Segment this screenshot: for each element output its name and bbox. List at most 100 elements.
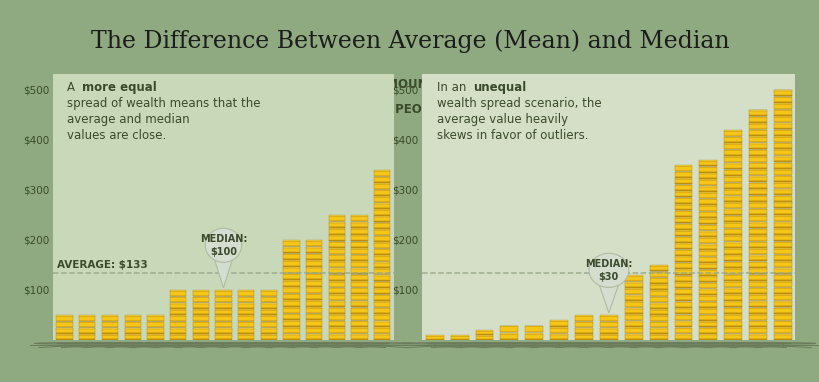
- FancyBboxPatch shape: [328, 328, 345, 333]
- FancyBboxPatch shape: [649, 285, 667, 290]
- FancyBboxPatch shape: [373, 308, 390, 313]
- Text: skews in favor of outliers.: skews in favor of outliers.: [437, 129, 588, 142]
- FancyBboxPatch shape: [749, 143, 766, 144]
- FancyBboxPatch shape: [749, 339, 766, 340]
- FancyBboxPatch shape: [699, 160, 717, 165]
- FancyBboxPatch shape: [351, 269, 367, 274]
- FancyBboxPatch shape: [674, 243, 691, 249]
- FancyBboxPatch shape: [192, 322, 209, 327]
- FancyBboxPatch shape: [773, 334, 791, 335]
- FancyBboxPatch shape: [624, 308, 642, 313]
- FancyBboxPatch shape: [749, 268, 766, 269]
- FancyBboxPatch shape: [283, 301, 299, 306]
- FancyBboxPatch shape: [723, 155, 741, 156]
- FancyBboxPatch shape: [57, 333, 73, 334]
- FancyBboxPatch shape: [749, 183, 766, 188]
- FancyBboxPatch shape: [674, 209, 691, 210]
- FancyBboxPatch shape: [723, 130, 741, 131]
- FancyBboxPatch shape: [373, 288, 390, 294]
- FancyBboxPatch shape: [699, 289, 717, 295]
- FancyBboxPatch shape: [283, 306, 299, 307]
- FancyBboxPatch shape: [749, 137, 766, 142]
- FancyBboxPatch shape: [773, 207, 791, 208]
- FancyBboxPatch shape: [328, 261, 345, 262]
- FancyBboxPatch shape: [373, 274, 390, 275]
- FancyBboxPatch shape: [674, 313, 691, 314]
- FancyBboxPatch shape: [124, 335, 141, 340]
- FancyBboxPatch shape: [351, 222, 367, 223]
- FancyBboxPatch shape: [351, 313, 367, 314]
- FancyBboxPatch shape: [723, 144, 741, 149]
- FancyBboxPatch shape: [283, 326, 299, 327]
- FancyBboxPatch shape: [283, 248, 299, 253]
- FancyBboxPatch shape: [699, 334, 717, 335]
- FancyBboxPatch shape: [749, 313, 766, 314]
- FancyBboxPatch shape: [723, 268, 741, 269]
- FancyBboxPatch shape: [749, 135, 766, 136]
- FancyBboxPatch shape: [674, 235, 691, 236]
- FancyBboxPatch shape: [674, 308, 691, 314]
- FancyBboxPatch shape: [283, 261, 299, 266]
- FancyBboxPatch shape: [351, 255, 367, 256]
- FancyBboxPatch shape: [749, 222, 766, 223]
- FancyBboxPatch shape: [649, 265, 667, 266]
- FancyBboxPatch shape: [305, 280, 322, 281]
- FancyBboxPatch shape: [674, 262, 691, 263]
- FancyBboxPatch shape: [773, 229, 791, 234]
- FancyBboxPatch shape: [328, 248, 345, 249]
- FancyBboxPatch shape: [170, 309, 186, 314]
- FancyBboxPatch shape: [723, 267, 741, 268]
- FancyBboxPatch shape: [215, 302, 231, 303]
- FancyBboxPatch shape: [373, 203, 390, 204]
- FancyBboxPatch shape: [170, 297, 186, 302]
- FancyBboxPatch shape: [723, 137, 741, 142]
- FancyBboxPatch shape: [238, 297, 254, 302]
- FancyBboxPatch shape: [124, 320, 141, 321]
- FancyBboxPatch shape: [328, 255, 345, 256]
- FancyBboxPatch shape: [238, 308, 254, 309]
- FancyBboxPatch shape: [699, 283, 717, 288]
- FancyBboxPatch shape: [749, 328, 766, 333]
- FancyBboxPatch shape: [305, 319, 322, 320]
- FancyBboxPatch shape: [328, 235, 345, 236]
- FancyBboxPatch shape: [773, 110, 791, 115]
- FancyBboxPatch shape: [238, 339, 254, 340]
- FancyBboxPatch shape: [773, 91, 791, 96]
- FancyBboxPatch shape: [674, 204, 691, 210]
- FancyBboxPatch shape: [699, 219, 717, 223]
- FancyBboxPatch shape: [260, 291, 277, 296]
- FancyBboxPatch shape: [351, 249, 367, 254]
- FancyBboxPatch shape: [749, 227, 766, 228]
- FancyBboxPatch shape: [773, 242, 791, 247]
- FancyBboxPatch shape: [723, 334, 741, 335]
- FancyBboxPatch shape: [749, 130, 766, 131]
- FancyBboxPatch shape: [674, 275, 691, 276]
- FancyBboxPatch shape: [283, 327, 299, 333]
- FancyBboxPatch shape: [305, 300, 322, 301]
- FancyBboxPatch shape: [749, 214, 766, 215]
- FancyBboxPatch shape: [674, 236, 691, 237]
- FancyBboxPatch shape: [723, 249, 741, 254]
- FancyBboxPatch shape: [215, 339, 231, 340]
- FancyBboxPatch shape: [773, 123, 791, 124]
- FancyBboxPatch shape: [649, 270, 667, 271]
- FancyBboxPatch shape: [674, 269, 691, 275]
- FancyBboxPatch shape: [351, 334, 367, 335]
- FancyBboxPatch shape: [674, 334, 691, 335]
- FancyBboxPatch shape: [373, 183, 390, 184]
- FancyBboxPatch shape: [773, 247, 791, 248]
- FancyBboxPatch shape: [649, 303, 667, 304]
- FancyBboxPatch shape: [674, 198, 691, 203]
- FancyBboxPatch shape: [699, 191, 717, 192]
- FancyBboxPatch shape: [749, 234, 766, 235]
- FancyBboxPatch shape: [550, 321, 568, 326]
- FancyBboxPatch shape: [283, 294, 299, 295]
- FancyBboxPatch shape: [624, 334, 642, 335]
- FancyBboxPatch shape: [699, 178, 717, 179]
- Text: average value heavily: average value heavily: [437, 113, 568, 126]
- FancyBboxPatch shape: [305, 287, 322, 288]
- FancyBboxPatch shape: [79, 339, 95, 340]
- FancyBboxPatch shape: [328, 255, 345, 261]
- FancyBboxPatch shape: [328, 269, 345, 274]
- FancyBboxPatch shape: [192, 333, 209, 334]
